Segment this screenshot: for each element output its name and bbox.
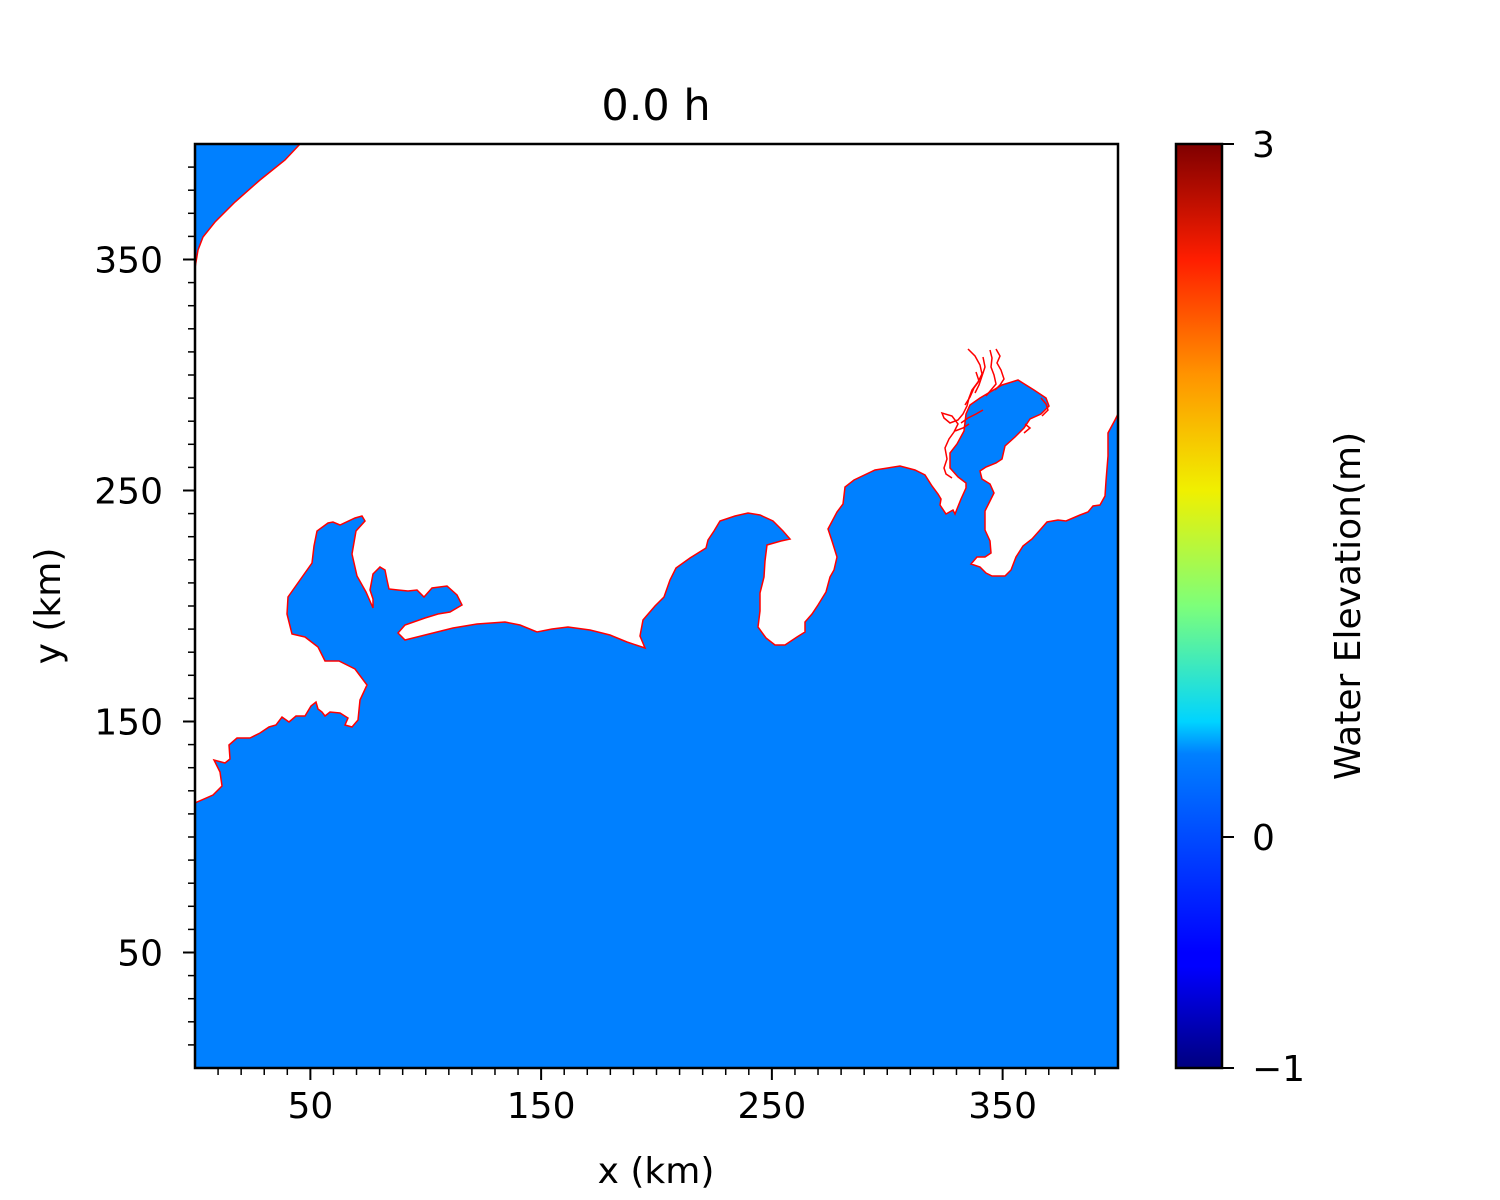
- y-tick-label: 50: [117, 934, 163, 975]
- x-axis: 50 150 250 350: [217, 1068, 1096, 1127]
- chart-title: 0.0 h: [601, 81, 710, 131]
- water-corner-nw: [195, 144, 302, 269]
- x-tick-label: 350: [968, 1086, 1037, 1127]
- x-tick-label: 150: [507, 1086, 576, 1127]
- y-tick-label: 150: [94, 703, 163, 744]
- x-tick-label: 250: [738, 1086, 807, 1127]
- water-region: [195, 379, 1118, 1068]
- colorbar-ticks: 3 0 −1: [1222, 125, 1305, 1090]
- x-tick-label: 50: [287, 1086, 333, 1127]
- colorbar-gradient: [1174, 142, 1224, 1070]
- y-axis: 50 150 250 350: [94, 166, 195, 1046]
- y-axis-label: y (km): [28, 548, 69, 665]
- river-channels: [940, 348, 1049, 479]
- y-tick-label: 350: [94, 241, 163, 282]
- x-axis-label: x (km): [598, 1151, 715, 1192]
- colorbar-tick-label: 3: [1252, 125, 1275, 166]
- plot-area: [195, 144, 1118, 1068]
- colorbar-label: Water Elevation(m): [1328, 432, 1369, 780]
- colorbar-tick-label: 0: [1252, 818, 1275, 859]
- y-tick-label: 250: [94, 472, 163, 513]
- colorbar: 3 0 −1 Water Elevation(m): [1174, 125, 1369, 1090]
- colorbar-tick-label: −1: [1252, 1049, 1305, 1090]
